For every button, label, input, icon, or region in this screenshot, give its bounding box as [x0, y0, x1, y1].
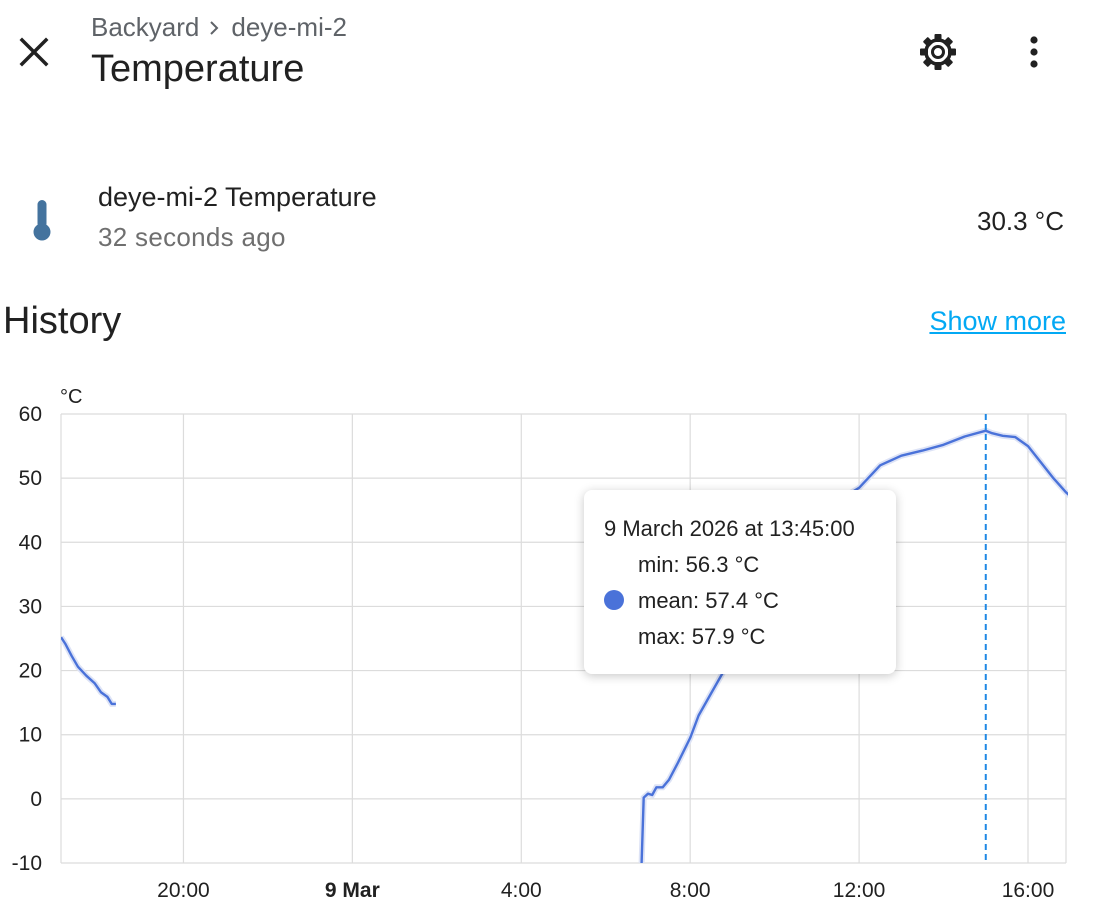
y-tick-label: 40	[19, 531, 42, 554]
y-tick-label: -10	[12, 852, 42, 875]
y-tick-label: 60	[19, 403, 42, 426]
breadcrumb-area[interactable]: Backyard	[91, 12, 200, 42]
close-icon[interactable]	[14, 32, 54, 72]
thermometer-icon	[33, 200, 51, 241]
tooltip-title: 9 March 2026 at 13:45:00	[604, 516, 855, 541]
series-line	[640, 429, 1068, 863]
entity-state: 30.3 °C	[976, 206, 1064, 236]
y-axis-ticks: 60 50 40 30 20 10 0 -10	[12, 403, 42, 875]
y-tick-label: 10	[19, 724, 42, 747]
entity-row[interactable]: deye-mi-2 Temperature 32 seconds ago 30.…	[0, 170, 1094, 270]
more-vert-icon[interactable]	[1010, 28, 1058, 76]
series-line	[61, 636, 116, 706]
tooltip-max: max: 57.9 °C	[638, 624, 766, 649]
x-tick-label: 9 Mar	[325, 879, 380, 902]
x-tick-label: 20:00	[157, 879, 210, 902]
y-tick-label: 30	[19, 595, 42, 618]
tooltip-min: min: 56.3 °C	[638, 552, 760, 577]
chart-grid	[60, 413, 1067, 864]
gear-icon[interactable]	[914, 28, 962, 76]
history-title: History	[3, 300, 122, 342]
entity-last-changed: 32 seconds ago	[98, 222, 286, 252]
page-title: Temperature	[91, 48, 305, 90]
tooltip-series-marker	[604, 590, 624, 610]
y-tick-label: 20	[19, 660, 42, 683]
show-more-link[interactable]: Show more	[929, 306, 1066, 336]
breadcrumb: Backyard deye-mi-2	[91, 12, 347, 43]
chevron-right-icon	[210, 20, 219, 35]
x-tick-label: 4:00	[501, 879, 542, 902]
breadcrumb-device[interactable]: deye-mi-2	[231, 12, 347, 42]
history-chart[interactable]: °C 60 50 40 30 20 10 0 -10 20:00 9 Mar 4:00 8:00 12…	[0, 370, 1094, 924]
y-axis-label: °C	[60, 386, 82, 408]
chart-tooltip: 9 March 2026 at 13:45:00 min: 56.3 °C me…	[584, 490, 896, 674]
entity-name: deye-mi-2 Temperature	[98, 182, 377, 212]
x-tick-label: 8:00	[670, 879, 711, 902]
tooltip-mean: mean: 57.4 °C	[638, 588, 779, 613]
x-tick-label: 12:00	[833, 879, 886, 902]
x-tick-label: 16:00	[1002, 879, 1055, 902]
x-axis-ticks: 20:00 9 Mar 4:00 8:00 12:00 16:00	[157, 879, 1054, 902]
y-tick-label: 0	[30, 788, 42, 811]
chart-series	[61, 427, 1068, 863]
y-tick-label: 50	[19, 467, 42, 490]
